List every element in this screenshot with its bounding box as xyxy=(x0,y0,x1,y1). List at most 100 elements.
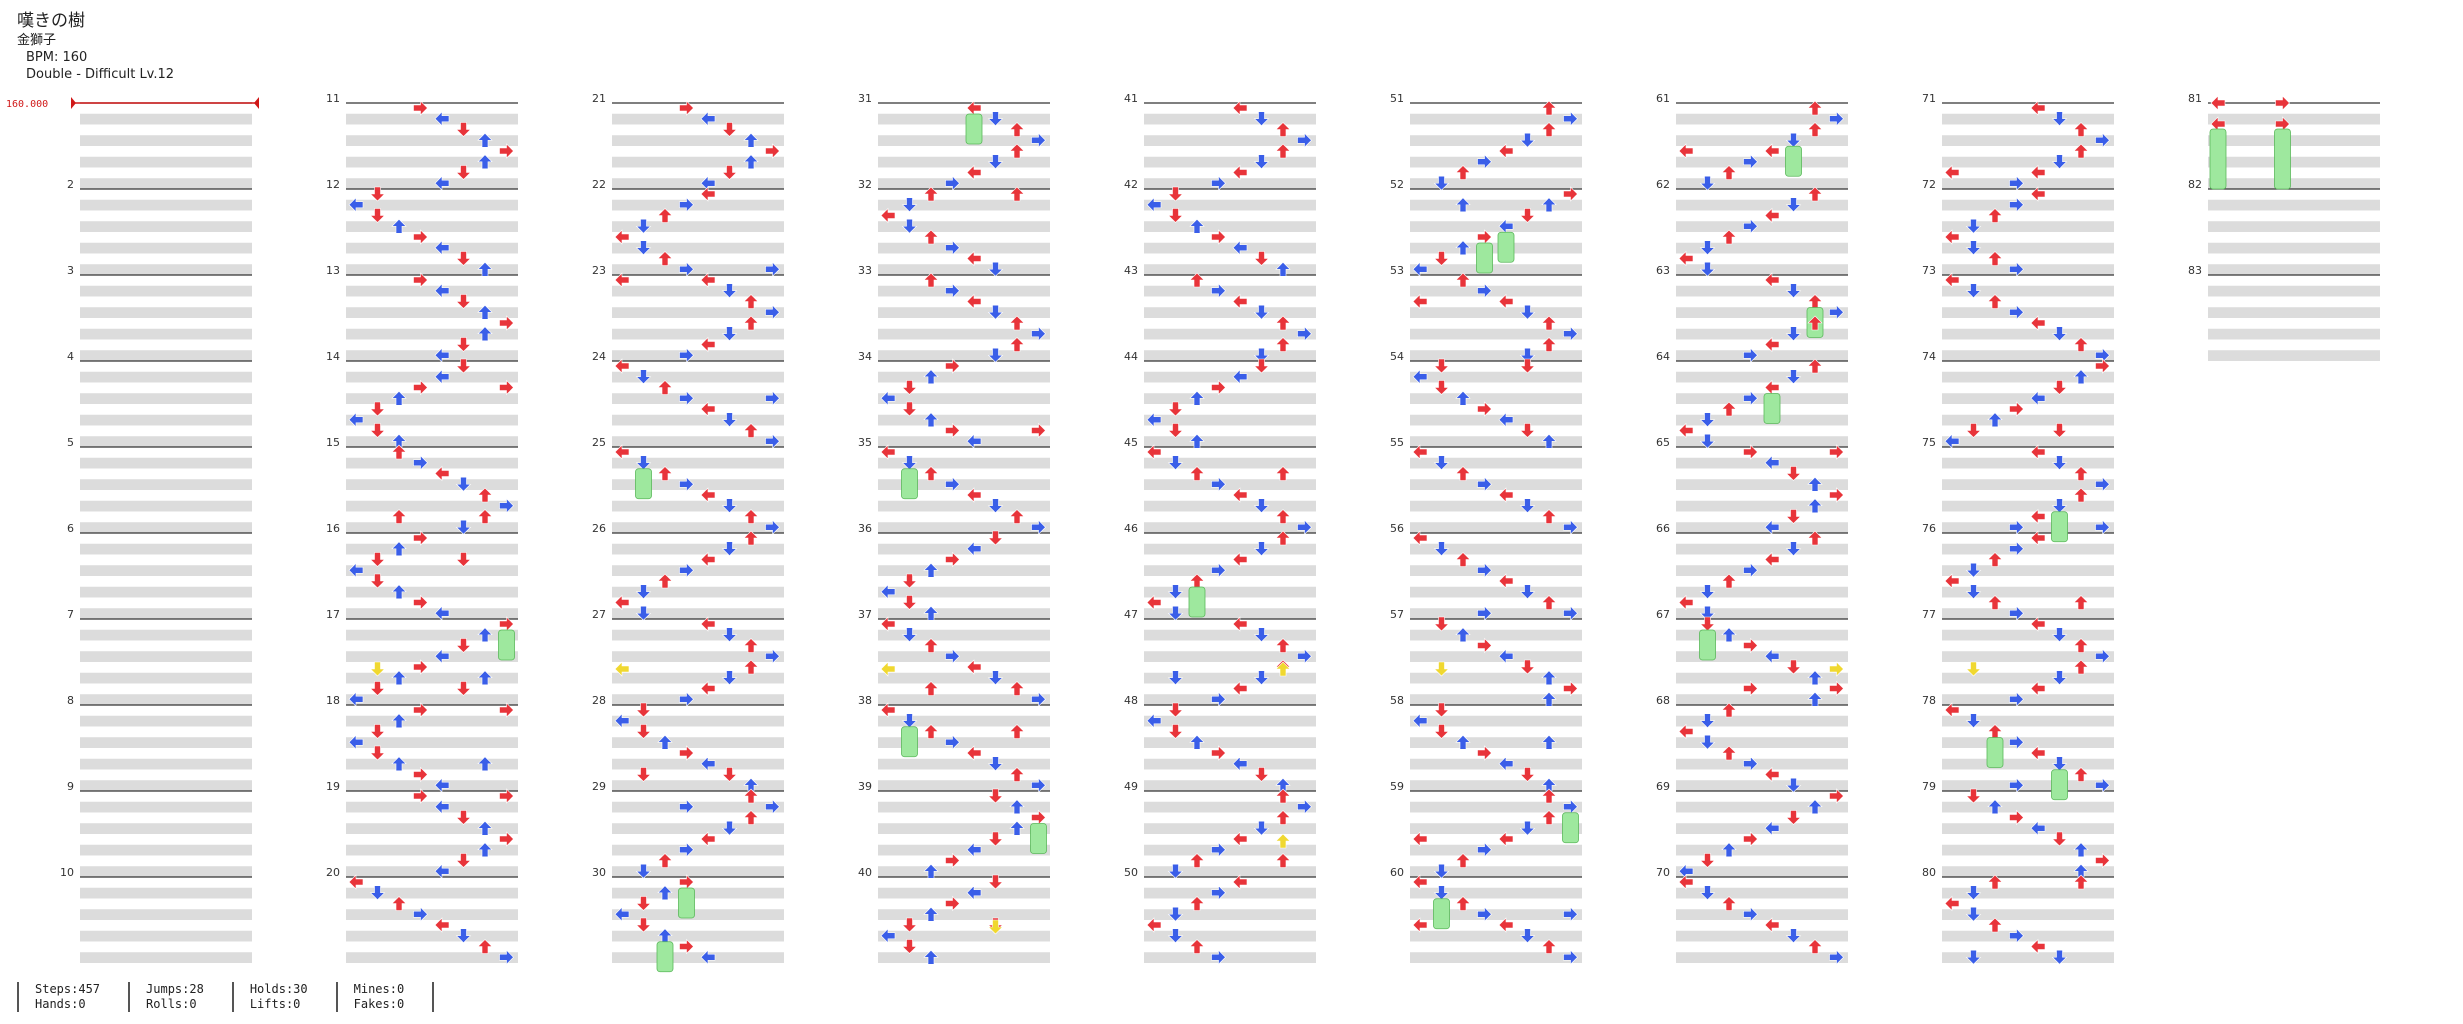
step-arrow xyxy=(2073,487,2089,503)
step-arrow xyxy=(1477,562,1492,578)
step-arrow xyxy=(614,358,630,374)
beat-stripe xyxy=(612,414,784,426)
step-arrow xyxy=(1232,756,1248,772)
beat-stripe xyxy=(346,371,518,383)
step-arrow xyxy=(1498,293,1514,310)
step-arrow xyxy=(614,906,630,922)
step-arrow xyxy=(1433,380,1450,395)
step-arrow xyxy=(499,498,514,514)
step-arrow xyxy=(434,347,450,363)
step-arrow xyxy=(2051,380,2068,395)
step-arrow xyxy=(1785,541,1802,557)
step-arrow xyxy=(434,777,450,793)
measure-number: 42 xyxy=(1124,178,1138,191)
step-arrow xyxy=(2051,111,2068,127)
beat-stripe xyxy=(612,156,784,168)
beat-stripe xyxy=(80,393,252,404)
step-arrow xyxy=(1297,648,1312,664)
step-arrow xyxy=(2009,541,2024,557)
step-arrow xyxy=(477,670,493,686)
step-arrow xyxy=(945,422,960,439)
step-arrow xyxy=(1807,939,1823,954)
step-arrow xyxy=(1009,724,1025,739)
beat-stripe xyxy=(1410,866,1582,877)
step-arrow xyxy=(1433,724,1450,739)
beat-stripe xyxy=(80,672,252,684)
beat-stripe xyxy=(346,543,518,555)
step-arrow xyxy=(1009,799,1025,815)
beat-stripe xyxy=(612,801,784,813)
beat-stripe xyxy=(1676,887,1848,899)
step-arrow xyxy=(391,509,407,524)
step-arrow xyxy=(1275,509,1291,524)
step-arrow xyxy=(1146,444,1162,460)
step-arrow xyxy=(1785,132,1802,148)
stat-mines-fakes: Mines:0 Fakes:0 xyxy=(335,982,433,1012)
step-arrow xyxy=(455,251,472,266)
step-arrow xyxy=(2051,455,2068,471)
measure-number: 6 xyxy=(67,522,74,535)
step-arrow xyxy=(1785,509,1802,524)
step-arrow xyxy=(635,767,652,782)
measure-number: 12 xyxy=(326,178,340,191)
hold-body xyxy=(901,468,918,500)
step-arrow xyxy=(1477,637,1492,654)
step-arrow xyxy=(945,240,960,256)
step-arrow xyxy=(1455,165,1471,180)
step-arrow xyxy=(765,143,780,159)
beat-stripe xyxy=(1410,393,1582,404)
beat-stripe xyxy=(1144,608,1316,619)
step-arrow xyxy=(413,594,428,611)
step-arrow xyxy=(1807,799,1823,815)
beat-stripe xyxy=(612,737,784,748)
step-arrow xyxy=(743,638,759,653)
beat-stripe xyxy=(346,844,518,856)
beat-stripe xyxy=(1410,823,1582,834)
stat-fakes: Fakes:0 xyxy=(353,997,405,1011)
beat-stripe xyxy=(1144,952,1316,963)
beat-stripe xyxy=(612,393,784,404)
beat-stripe xyxy=(1942,672,2114,684)
step-arrow xyxy=(1433,251,1450,266)
step-arrow xyxy=(743,509,759,524)
step-arrow xyxy=(987,261,1004,277)
step-arrow xyxy=(1764,455,1780,471)
beat-stripe xyxy=(1410,565,1582,576)
step-arrow xyxy=(1541,595,1557,610)
step-arrow xyxy=(1433,885,1450,901)
step-arrow xyxy=(765,304,780,320)
step-arrow xyxy=(1232,240,1248,256)
step-arrow xyxy=(1764,820,1780,836)
step-arrow xyxy=(901,627,918,643)
beat-stripe xyxy=(80,457,252,469)
step-arrow xyxy=(1253,820,1270,836)
step-arrow xyxy=(1412,713,1428,729)
step-arrow xyxy=(721,412,738,428)
step-arrow xyxy=(635,702,652,718)
step-arrow xyxy=(391,713,407,729)
beat-stripe xyxy=(1410,629,1582,641)
step-arrow xyxy=(413,100,428,116)
step-arrow xyxy=(1743,390,1758,406)
step-arrow xyxy=(901,197,918,213)
beat-stripe xyxy=(80,113,252,125)
beat-stripe xyxy=(1942,801,2114,813)
step-arrow xyxy=(987,670,1004,686)
beat-stripe xyxy=(80,436,252,447)
measure-number: 53 xyxy=(1390,264,1404,277)
step-arrow xyxy=(966,659,982,675)
step-arrow xyxy=(901,573,918,589)
step-arrow xyxy=(1146,713,1162,729)
step-arrow xyxy=(2009,777,2024,793)
step-arrow xyxy=(2009,261,2024,277)
step-arrow xyxy=(391,390,407,406)
step-arrow xyxy=(348,412,364,428)
step-arrow xyxy=(987,756,1004,772)
step-arrow xyxy=(765,519,780,535)
step-arrow xyxy=(635,369,652,385)
beat-stripe xyxy=(346,672,518,684)
step-arrow xyxy=(1519,767,1536,782)
beat-stripe xyxy=(346,565,518,576)
step-arrow xyxy=(1699,261,1716,277)
step-arrow xyxy=(369,661,386,677)
